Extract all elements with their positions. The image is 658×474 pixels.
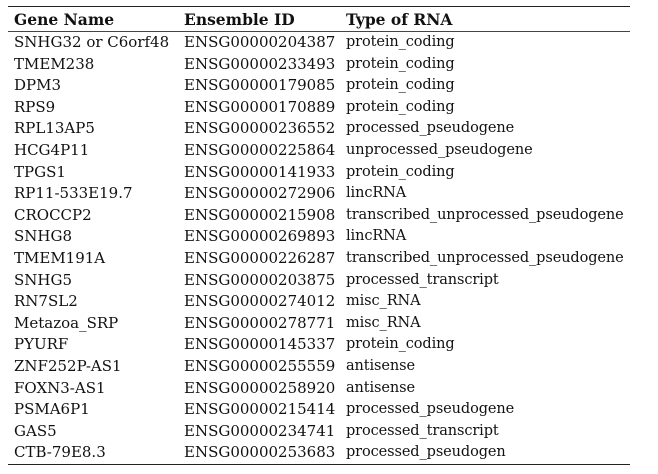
- header-type-of-rna: Type of RNA: [340, 8, 630, 32]
- gene-name-cell: CTB-79E8.3: [14, 443, 106, 462]
- table-row: DPM3 ENSG00000179085 protein_coding: [8, 75, 630, 97]
- gene-name-cell: Metazoa_SRP: [14, 313, 119, 332]
- table-bottom-rule: [8, 463, 630, 465]
- gene-name-cell: FOXN3-AS1: [14, 378, 106, 397]
- table-row: RPS9 ENSG00000170889 protein_coding: [8, 97, 630, 119]
- gene-name-cell: CROCCP2: [14, 205, 92, 224]
- table-row: HCG4P11 ENSG00000225864 unprocessed_pseudo…: [8, 140, 630, 162]
- rna-type-cell: misc_RNA: [346, 293, 421, 310]
- gene-name-cell: HCG4P11: [14, 140, 90, 159]
- ensemble-id-cell: ENSG00000255559: [184, 356, 336, 375]
- table-row: RPL13AP5 ENSG00000236552 processed_pseudog…: [8, 118, 630, 140]
- gene-name-cell: SNHG5: [14, 270, 73, 289]
- rna-type-cell: unprocessed_pseudogene: [346, 141, 533, 158]
- ensemble-id-cell: ENSG00000258920: [184, 378, 336, 397]
- header-ensemble-id: Ensemble ID: [178, 8, 340, 32]
- ensemble-id-cell: ENSG00000141933: [184, 162, 336, 181]
- rna-type-cell: protein_coding: [346, 163, 455, 180]
- rna-type-cell: processed_pseudogen: [346, 444, 506, 461]
- ensemble-id-cell: ENSG00000234741: [184, 421, 336, 440]
- gene-name-cell: TMEM238: [14, 54, 95, 73]
- ensemble-id-cell: ENSG00000253683: [184, 443, 336, 462]
- gene-name-cell: TMEM191A: [14, 248, 106, 267]
- ensemble-id-cell: ENSG00000179085: [184, 76, 336, 95]
- ensemble-id-cell: ENSG00000145337: [184, 335, 336, 354]
- gene-name-cell: SNHG32 or C6orf48: [14, 33, 170, 51]
- ensemble-id-cell: ENSG00000278771: [184, 313, 336, 332]
- rna-type-cell: misc_RNA: [346, 314, 421, 331]
- table-row: GAS5 ENSG00000234741 processed_transcript: [8, 421, 630, 443]
- ensemble-id-cell: ENSG00000269893: [184, 227, 336, 246]
- ensemble-id-cell: ENSG00000215414: [184, 400, 336, 419]
- rna-type-cell: protein_coding: [346, 77, 455, 94]
- gene-name-cell: GAS5: [14, 421, 57, 440]
- gene-table-container: Gene Name Ensemble ID Type of RNA SNHG32…: [8, 6, 630, 465]
- table-row: SNHG5 ENSG00000203875 processed_transcript: [8, 270, 630, 292]
- table-row: CTB-79E8.3 ENSG00000253683 processed_pseud…: [8, 442, 630, 464]
- header-gene-name: Gene Name: [8, 8, 178, 32]
- rna-type-cell: transcribed_unprocessed_pseudogene: [346, 206, 624, 223]
- ensemble-id-cell: ENSG00000170889: [184, 97, 336, 116]
- gene-name-cell: RP11-533E19.7: [14, 184, 133, 203]
- table-row: RN7SL2 ENSG00000274012 misc_RNA: [8, 291, 630, 313]
- ensemble-id-cell: ENSG00000274012: [184, 292, 336, 311]
- ensemble-id-cell: ENSG00000203875: [184, 270, 336, 289]
- table-row: ZNF252P-AS1 ENSG00000255559 antisense: [8, 356, 630, 378]
- gene-table: Gene Name Ensemble ID Type of RNA SNHG32…: [8, 8, 630, 464]
- ensemble-id-cell: ENSG00000272906: [184, 184, 336, 203]
- gene-name-cell: PYURF: [14, 335, 69, 354]
- table-row: TMEM191A ENSG00000226287 transcribed_unpro…: [8, 248, 630, 270]
- gene-name-cell: ZNF252P-AS1: [14, 356, 122, 375]
- ensemble-id-cell: ENSG00000225864: [184, 140, 336, 159]
- rna-type-cell: antisense: [346, 357, 415, 374]
- table-body: SNHG32 or C6orf48 ENSG00000204387 protein_…: [8, 32, 630, 464]
- rna-type-cell: antisense: [346, 379, 415, 396]
- table-top-rule: [8, 6, 630, 7]
- table-header-row: Gene Name Ensemble ID Type of RNA: [8, 8, 630, 32]
- table-row: PSMA6P1 ENSG00000215414 processed_pseudoge…: [8, 399, 630, 421]
- rna-type-cell: processed_transcript: [346, 271, 499, 288]
- gene-name-cell: DPM3: [14, 76, 62, 95]
- ensemble-id-cell: ENSG00000233493: [184, 54, 336, 73]
- table-row: SNHG8 ENSG00000269893 lincRNA: [8, 226, 630, 248]
- table-row: CROCCP2 ENSG00000215908 transcribed_unproc…: [8, 205, 630, 227]
- gene-name-cell: RPL13AP5: [14, 119, 95, 138]
- gene-name-cell: RPS9: [14, 97, 56, 116]
- ensemble-id-cell: ENSG00000215908: [184, 205, 336, 224]
- table-row: Metazoa_SRP ENSG00000278771 misc_RNA: [8, 313, 630, 335]
- rna-type-cell: transcribed_unprocessed_pseudogene: [346, 249, 624, 266]
- table-row: SNHG32 or C6orf48 ENSG00000204387 protein_…: [8, 32, 630, 54]
- table-row: RP11-533E19.7 ENSG00000272906 lincRNA: [8, 183, 630, 205]
- rna-type-cell: lincRNA: [346, 185, 407, 202]
- gene-name-cell: PSMA6P1: [14, 400, 90, 419]
- gene-name-cell: TPGS1: [14, 162, 66, 181]
- table-row: TMEM238 ENSG00000233493 protein_coding: [8, 54, 630, 76]
- ensemble-id-cell: ENSG00000236552: [184, 119, 336, 138]
- table-row: TPGS1 ENSG00000141933 protein_coding: [8, 162, 630, 184]
- ensemble-id-cell: ENSG00000204387: [184, 33, 336, 51]
- rna-type-cell: lincRNA: [346, 228, 407, 245]
- rna-type-cell: processed_pseudogene: [346, 120, 515, 137]
- ensemble-id-cell: ENSG00000226287: [184, 248, 336, 267]
- rna-type-cell: protein_coding: [346, 336, 455, 353]
- rna-type-cell: protein_coding: [346, 34, 455, 50]
- rna-type-cell: processed_transcript: [346, 422, 499, 439]
- rna-type-cell: processed_pseudogene: [346, 401, 515, 418]
- table-row: FOXN3-AS1 ENSG00000258920 antisense: [8, 378, 630, 400]
- table-row: PYURF ENSG00000145337 protein_coding: [8, 334, 630, 356]
- rna-type-cell: protein_coding: [346, 55, 455, 72]
- gene-name-cell: SNHG8: [14, 227, 73, 246]
- rna-type-cell: protein_coding: [346, 98, 455, 115]
- gene-name-cell: RN7SL2: [14, 292, 78, 311]
